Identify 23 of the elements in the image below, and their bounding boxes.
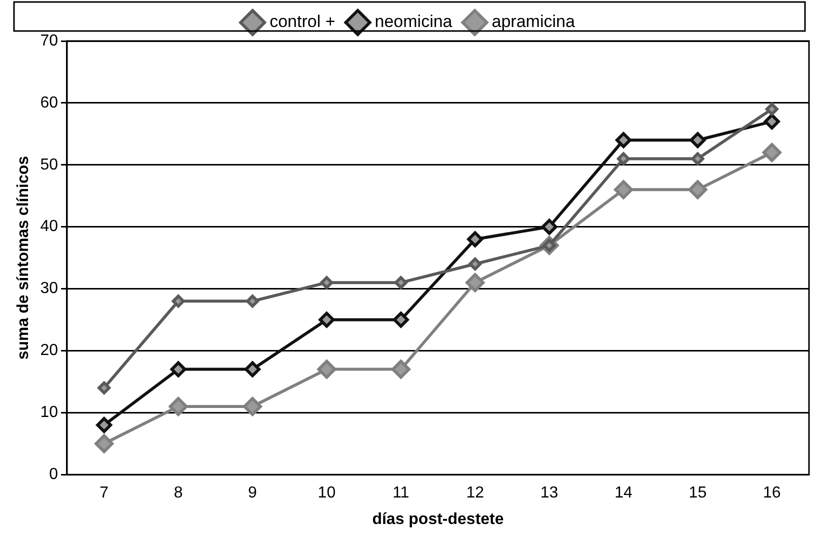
legend-label: control + — [270, 12, 336, 32]
legend-label: apramicina — [492, 12, 576, 32]
x-tick-label: 7 — [100, 484, 109, 502]
x-tick-label: 9 — [248, 484, 258, 502]
y-tick-label: 40 — [40, 218, 58, 236]
x-tick-label: 16 — [763, 484, 781, 502]
y-axis-title: suma de síntomas clínicos — [15, 156, 32, 360]
y-tick-label: 10 — [40, 404, 58, 422]
x-axis-title: días post-destete — [372, 510, 504, 528]
x-tick-label: 15 — [688, 484, 707, 502]
y-tick-label: 0 — [49, 466, 58, 484]
x-tick-label: 13 — [540, 484, 558, 502]
y-tick-label: 70 — [40, 32, 58, 50]
x-tick-label: 12 — [466, 484, 484, 502]
x-tick-label: 10 — [318, 484, 336, 502]
x-tick-label: 11 — [392, 484, 410, 502]
legend-label: neomicina — [374, 12, 453, 32]
y-tick-label: 30 — [40, 280, 58, 298]
x-tick-label: 14 — [614, 484, 632, 502]
y-tick-label: 50 — [40, 156, 58, 174]
y-tick-label: 60 — [40, 94, 58, 112]
y-tick-label: 20 — [40, 342, 58, 360]
x-tick-label: 8 — [174, 484, 183, 502]
